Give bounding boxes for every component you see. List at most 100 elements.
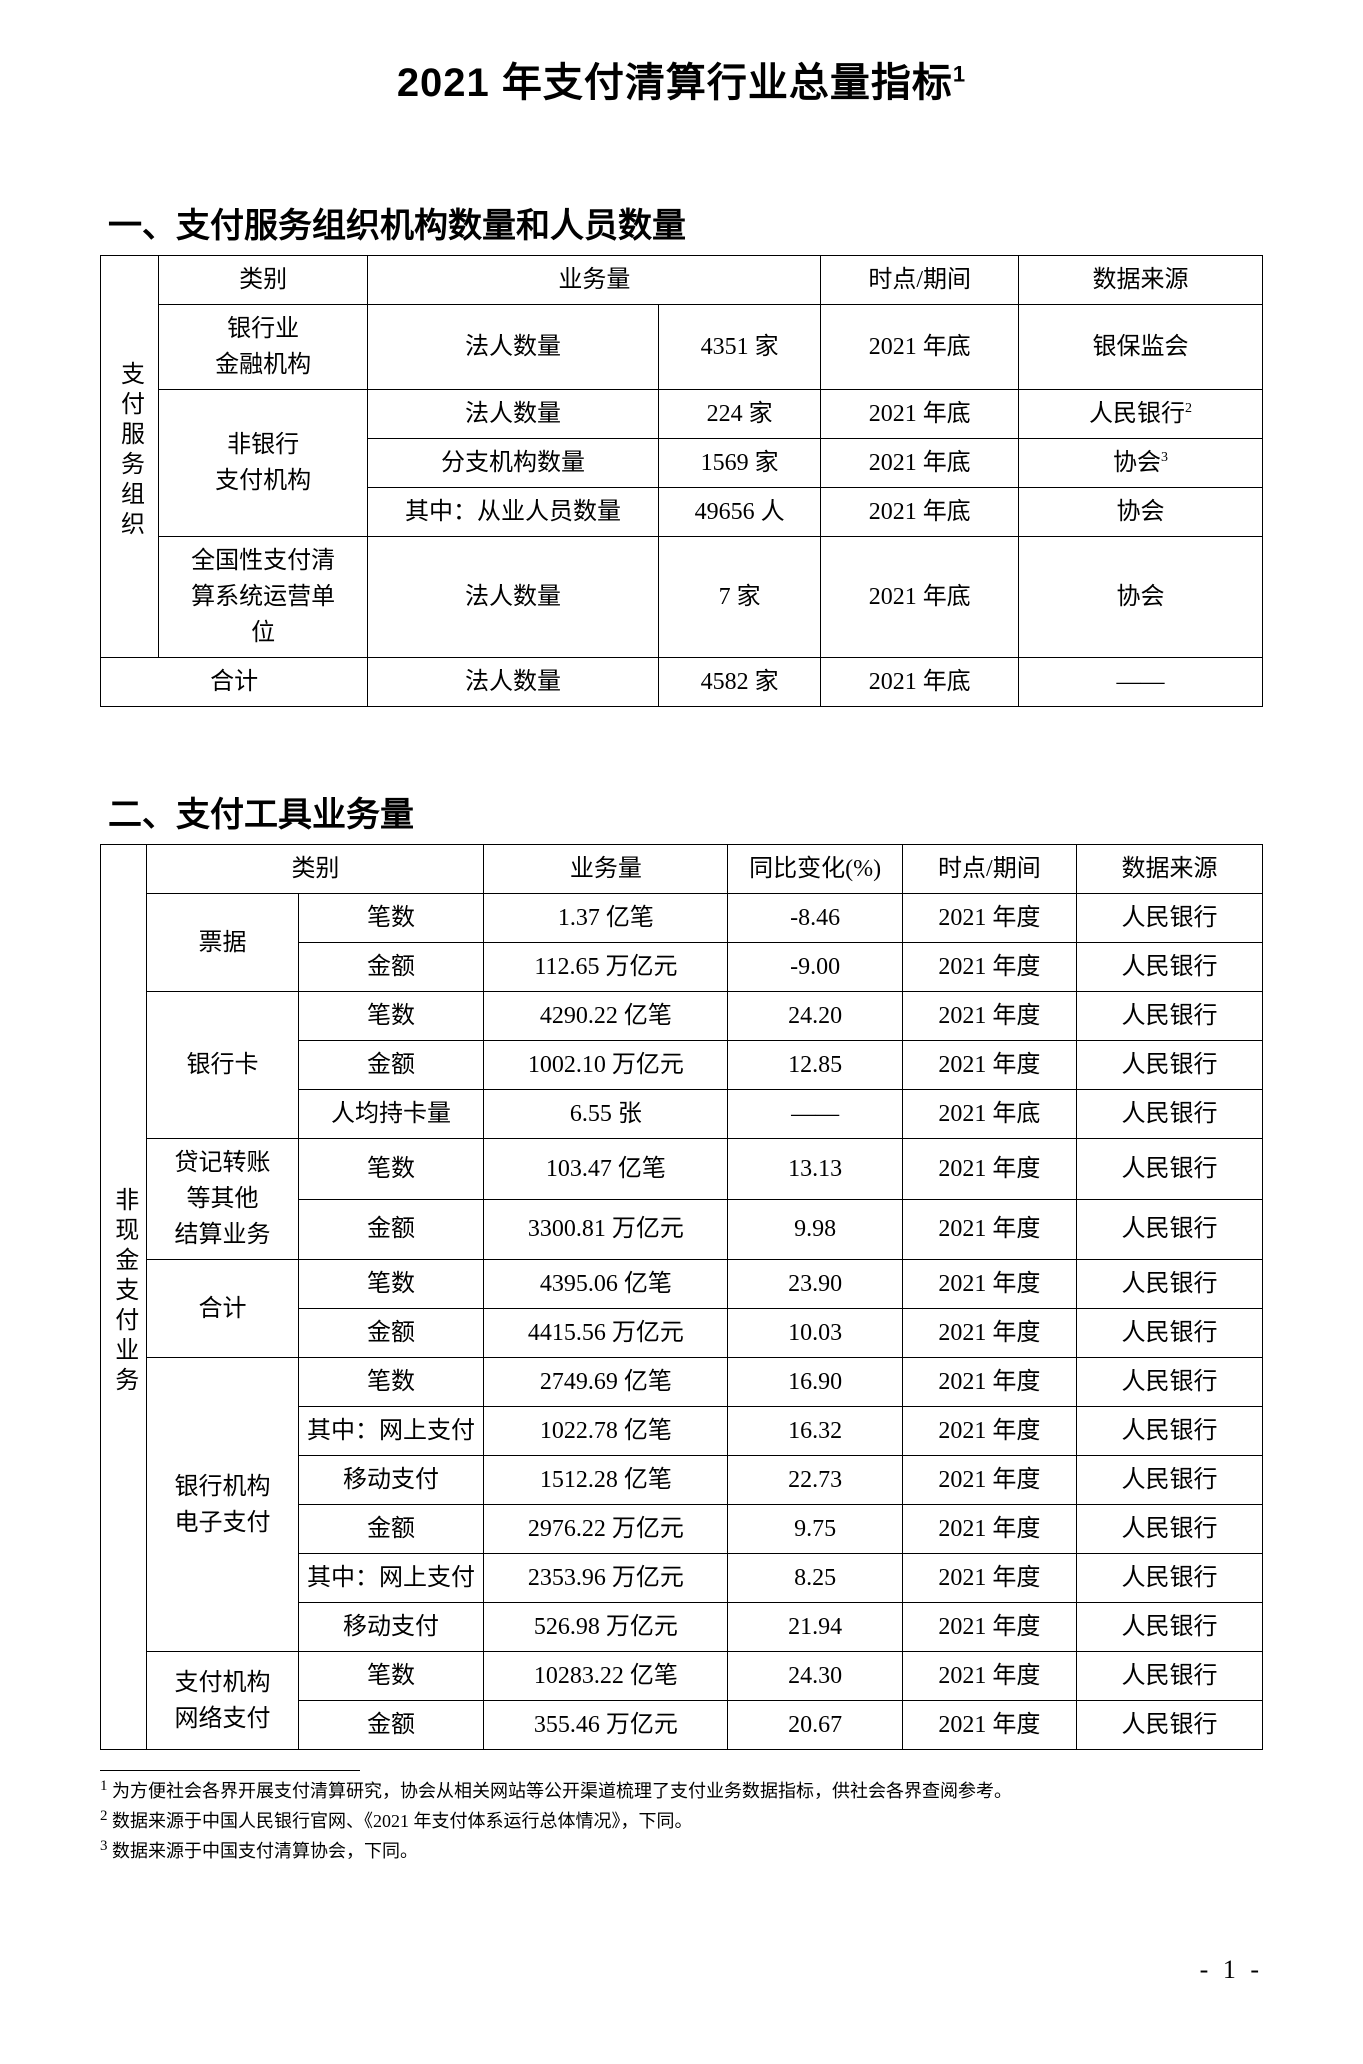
- cell: 2976.22 万亿元: [484, 1505, 728, 1554]
- cell: 16.90: [728, 1358, 902, 1407]
- cell: 24.30: [728, 1652, 902, 1701]
- cell: 10.03: [728, 1309, 902, 1358]
- cell: 2021 年度: [902, 1554, 1076, 1603]
- th: 时点/期间: [902, 845, 1076, 894]
- cell: ——: [1018, 658, 1262, 707]
- cell: 20.67: [728, 1701, 902, 1750]
- section1-head: 一、支付服务组织机构数量和人员数量: [108, 198, 1263, 247]
- cell: 4582 家: [658, 658, 821, 707]
- cell: 24.20: [728, 992, 902, 1041]
- table2: 非现金支付业务类别业务量同比变化(%)时点/期间数据来源票据笔数1.37 亿笔-…: [100, 844, 1263, 1750]
- cell: 笔数: [298, 992, 484, 1041]
- cell: 人民银行: [1077, 1090, 1263, 1139]
- cell: 银行机构 电子支付: [147, 1358, 298, 1652]
- cell: 合计: [101, 658, 368, 707]
- cell: 人民银行: [1077, 1554, 1263, 1603]
- cell: 全国性支付清 算系统运营单 位: [159, 537, 368, 658]
- cell: 人均持卡量: [298, 1090, 484, 1139]
- table-row: 非现金支付业务类别业务量同比变化(%)时点/期间数据来源: [101, 845, 1263, 894]
- footnote-1: 1 为方便社会各界开展支付清算研究，协会从相关网站等公开渠道梳理了支付业务数据指…: [100, 1775, 1263, 1805]
- cell: 224 家: [658, 390, 821, 439]
- table-row: 票据笔数1.37 亿笔-8.462021 年度人民银行: [101, 894, 1263, 943]
- cell: 22.73: [728, 1456, 902, 1505]
- cell: 2021 年底: [821, 658, 1019, 707]
- cell: 人民银行: [1077, 943, 1263, 992]
- cell: 2021 年底: [821, 439, 1019, 488]
- cell: 8.25: [728, 1554, 902, 1603]
- th: 数据来源: [1077, 845, 1263, 894]
- cell: 1022.78 亿笔: [484, 1407, 728, 1456]
- cell: 分支机构数量: [368, 439, 659, 488]
- cell: 2021 年度: [902, 1505, 1076, 1554]
- cell: 法人数量: [368, 658, 659, 707]
- cell: 银行业 金融机构: [159, 305, 368, 390]
- cell: 人民银行: [1077, 1260, 1263, 1309]
- cell: 2021 年度: [902, 1309, 1076, 1358]
- cell: 人民银行: [1077, 1701, 1263, 1750]
- cell: 12.85: [728, 1041, 902, 1090]
- cell: 103.47 亿笔: [484, 1139, 728, 1200]
- th-src: 数据来源: [1018, 256, 1262, 305]
- cell: 2021 年度: [902, 1603, 1076, 1652]
- cell: 人民银行: [1077, 1505, 1263, 1554]
- table-row: 支付机构 网络支付笔数10283.22 亿笔24.302021 年度人民银行: [101, 1652, 1263, 1701]
- cell: -8.46: [728, 894, 902, 943]
- cell: 人民银行: [1077, 1199, 1263, 1260]
- cell: 2021 年度: [902, 1407, 1076, 1456]
- cell: 人民银行: [1077, 894, 1263, 943]
- cell: 金额: [298, 1041, 484, 1090]
- cell: 笔数: [298, 1139, 484, 1200]
- footnote-2: 2 数据来源于中国人民银行官网、《2021 年支付体系运行总体情况》，下同。: [100, 1805, 1263, 1835]
- cell: 49656 人: [658, 488, 821, 537]
- cell: 笔数: [298, 1358, 484, 1407]
- cell: 112.65 万亿元: [484, 943, 728, 992]
- page-title: 2021 年支付清算行业总量指标1: [100, 50, 1263, 108]
- cell: 7 家: [658, 537, 821, 658]
- cell: 法人数量: [368, 537, 659, 658]
- cell: 2021 年底: [821, 488, 1019, 537]
- title-text: 2021 年支付清算行业总量指标: [397, 61, 953, 105]
- cell: -9.00: [728, 943, 902, 992]
- cell: 银保监会: [1018, 305, 1262, 390]
- cell: 金额: [298, 1505, 484, 1554]
- cell: 协会: [1018, 488, 1262, 537]
- cell: 银行卡: [147, 992, 298, 1139]
- cell: 4290.22 亿笔: [484, 992, 728, 1041]
- cell: 金额: [298, 943, 484, 992]
- cell: 1512.28 亿笔: [484, 1456, 728, 1505]
- cell: 人民银行: [1077, 1456, 1263, 1505]
- cell: 526.98 万亿元: [484, 1603, 728, 1652]
- cell: 法人数量: [368, 390, 659, 439]
- cell: 票据: [147, 894, 298, 992]
- cell: 人民银行2: [1018, 390, 1262, 439]
- cell: 人民银行: [1077, 1139, 1263, 1200]
- cell: 2021 年度: [902, 1139, 1076, 1200]
- cell: 3300.81 万亿元: [484, 1199, 728, 1260]
- th: 业务量: [484, 845, 728, 894]
- cell: 23.90: [728, 1260, 902, 1309]
- cell: 1.37 亿笔: [484, 894, 728, 943]
- cell: 其中：网上支付: [298, 1407, 484, 1456]
- cell: 2021 年底: [821, 537, 1019, 658]
- cell: 1002.10 万亿元: [484, 1041, 728, 1090]
- cell: 人民银行: [1077, 1603, 1263, 1652]
- cell: 2021 年度: [902, 1652, 1076, 1701]
- cell: 移动支付: [298, 1456, 484, 1505]
- table-row: 合计 法人数量 4582 家 2021 年底 ——: [101, 658, 1263, 707]
- cell: 1569 家: [658, 439, 821, 488]
- cell: 13.13: [728, 1139, 902, 1200]
- cell: 笔数: [298, 1260, 484, 1309]
- cell: 4351 家: [658, 305, 821, 390]
- cell: 人民银行: [1077, 1041, 1263, 1090]
- table2-vlabel: 非现金支付业务: [101, 845, 147, 1750]
- cell: 2021 年度: [902, 1199, 1076, 1260]
- cell: 人民银行: [1077, 1652, 1263, 1701]
- table-row: 贷记转账 等其他 结算业务笔数103.47 亿笔13.132021 年度人民银行: [101, 1139, 1263, 1200]
- cell: 法人数量: [368, 305, 659, 390]
- cell: 支付机构 网络支付: [147, 1652, 298, 1750]
- cell: 2021 年度: [902, 992, 1076, 1041]
- cell: 人民银行: [1077, 1309, 1263, 1358]
- cell: 贷记转账 等其他 结算业务: [147, 1139, 298, 1260]
- cell: 2021 年底: [821, 305, 1019, 390]
- table1-vlabel: 支付服务组织: [101, 256, 159, 658]
